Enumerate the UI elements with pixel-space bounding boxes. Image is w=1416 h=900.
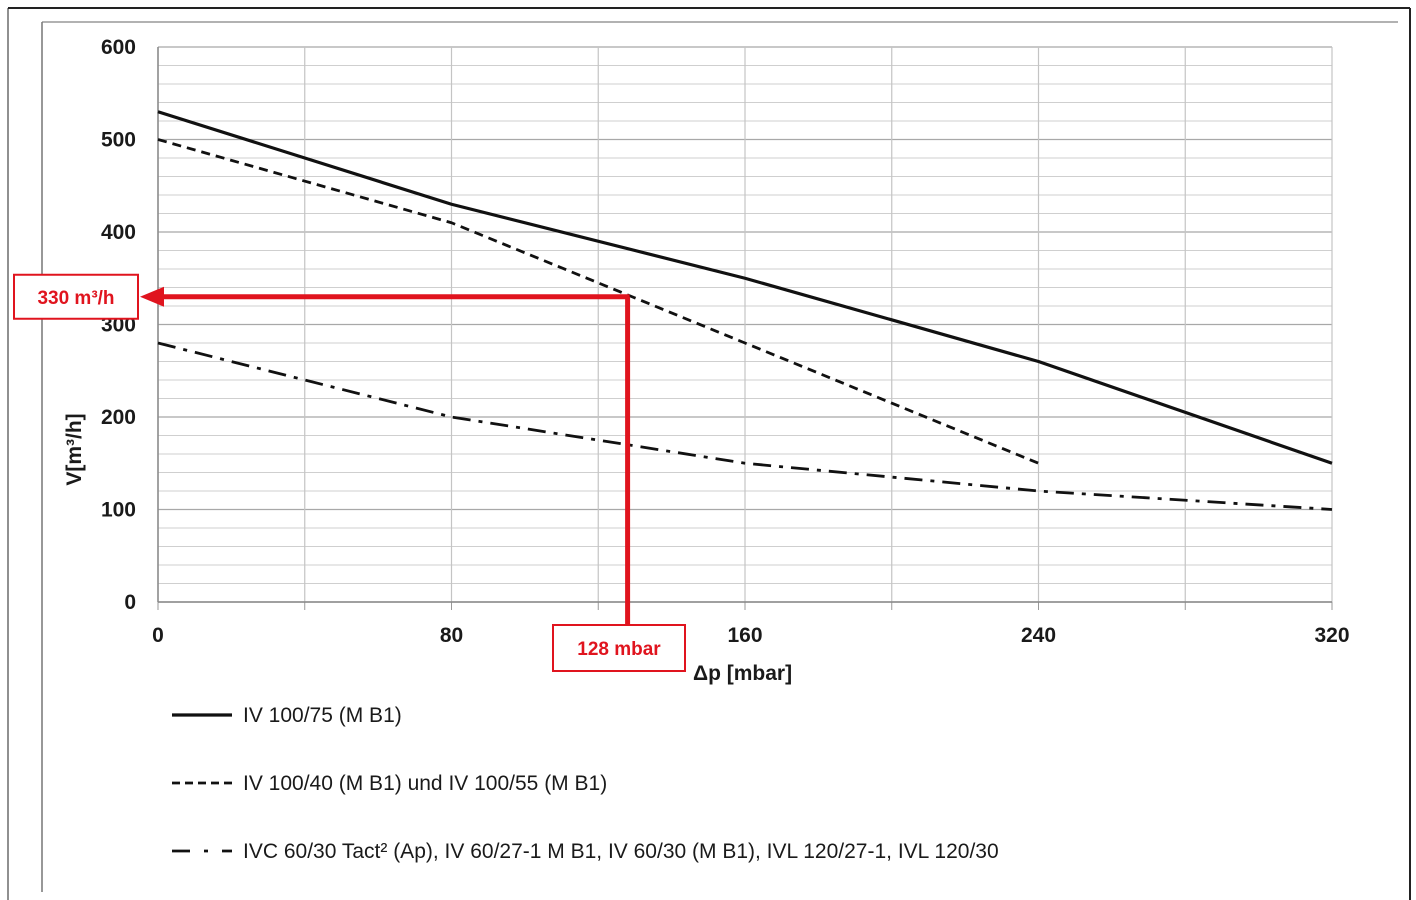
x-axis-title: Δp [mbar] xyxy=(693,662,792,685)
y-tick-label: 500 xyxy=(101,129,136,152)
x-tick-label: 320 xyxy=(1314,624,1349,647)
legend: IV 100/75 (M B1) IV 100/40 (M B1) und IV … xyxy=(172,704,999,863)
annotation-y-label: 330 m³/h xyxy=(37,288,114,309)
x-tick-label: 240 xyxy=(1021,624,1056,647)
y-axis-title: V[m³/h] xyxy=(63,413,86,485)
x-tick-label: 80 xyxy=(440,624,463,647)
x-tick-label: 0 xyxy=(152,624,164,647)
y-tick-label: 600 xyxy=(101,36,136,59)
annotations: 330 m³/h 128 mbar xyxy=(13,273,686,672)
series-lines xyxy=(157,110,1333,511)
y-tick-label: 0 xyxy=(124,591,136,614)
grid xyxy=(157,46,1333,610)
legend-label-1: IV 100/75 (M B1) xyxy=(243,704,402,727)
y-tick-label: 400 xyxy=(101,221,136,244)
annotation-arrowhead xyxy=(140,286,164,307)
annotation-y-label-box xyxy=(13,273,139,320)
annotation-x-label-box xyxy=(552,624,686,672)
annotation-x-label: 128 mbar xyxy=(577,639,661,660)
x-tick-label: 160 xyxy=(727,624,762,647)
y-tick-label: 100 xyxy=(101,499,136,522)
legend-label-2: IV 100/40 (M B1) und IV 100/55 (M B1) xyxy=(243,772,607,795)
series-line-1 xyxy=(157,110,1333,465)
y-tick-label: 200 xyxy=(101,406,136,429)
series-line-3 xyxy=(157,341,1333,511)
series-line-2 xyxy=(157,138,1040,465)
legend-label-3: IVC 60/30 Tact² (Ap), IV 60/27-1 M B1, I… xyxy=(243,840,999,863)
